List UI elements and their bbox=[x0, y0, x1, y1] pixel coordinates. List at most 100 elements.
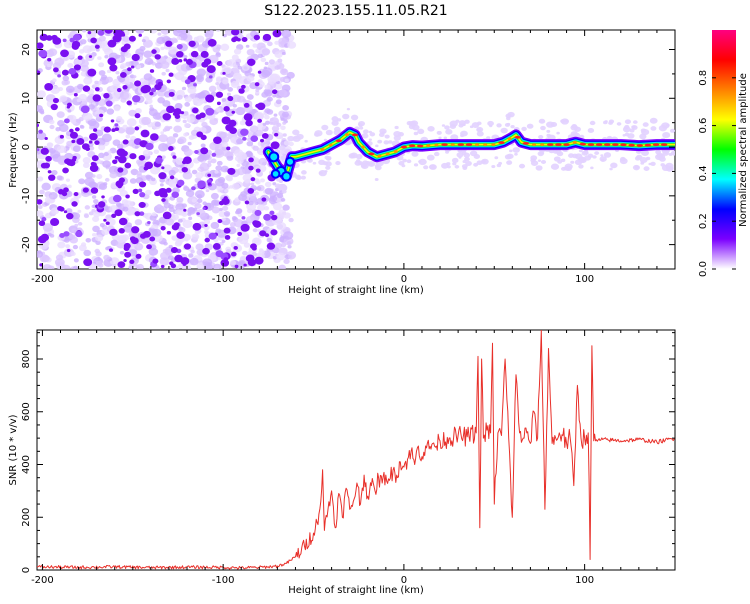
noise-blob bbox=[195, 172, 204, 179]
noise-blob bbox=[182, 219, 193, 229]
noise-blob bbox=[269, 195, 278, 202]
noise-blob bbox=[236, 138, 244, 145]
colorbar-tick-label: 0.8 bbox=[698, 70, 709, 86]
noise-blob-strong bbox=[259, 230, 267, 237]
halo-blob bbox=[624, 124, 630, 129]
noise-blob bbox=[159, 183, 164, 187]
noise-blob bbox=[184, 96, 193, 103]
noise-blob bbox=[226, 155, 234, 161]
noise-blob-strong bbox=[166, 230, 172, 235]
ridge-core bbox=[361, 145, 366, 149]
noise-blob-strong bbox=[257, 70, 262, 74]
noise-blob bbox=[82, 162, 90, 169]
halo-blob bbox=[643, 166, 650, 171]
noise-blob bbox=[136, 64, 142, 69]
halo-blob bbox=[640, 128, 647, 133]
noise-blob bbox=[221, 98, 227, 102]
noise-blob bbox=[196, 68, 207, 77]
noise-blob bbox=[64, 79, 70, 85]
noise-blob-strong bbox=[204, 237, 210, 243]
noise-blob-strong bbox=[199, 112, 206, 119]
halo-blob bbox=[360, 162, 367, 168]
noise-blob bbox=[91, 174, 96, 178]
noise-blob-strong bbox=[243, 113, 253, 121]
noise-blob bbox=[185, 189, 195, 198]
noise-blob bbox=[174, 72, 185, 81]
halo-blob bbox=[556, 131, 560, 135]
noise-blob bbox=[282, 204, 290, 211]
noise-blob bbox=[51, 169, 58, 176]
noise-blob-strong bbox=[37, 235, 47, 244]
noise-blob-strong bbox=[181, 160, 187, 165]
noise-blob-strong bbox=[66, 212, 74, 220]
noise-blob bbox=[252, 145, 259, 151]
noise-blob bbox=[70, 251, 76, 257]
noise-blob bbox=[37, 131, 47, 141]
noise-blob-strong bbox=[45, 155, 52, 162]
noise-blob-strong bbox=[157, 81, 164, 87]
noise-blob bbox=[272, 94, 276, 98]
halo-blob bbox=[443, 136, 448, 140]
halo-blob bbox=[574, 153, 583, 160]
noise-blob bbox=[168, 169, 176, 176]
noise-blob bbox=[93, 199, 99, 204]
noise-blob-strong bbox=[52, 37, 62, 45]
noise-blob bbox=[249, 125, 259, 133]
noise-blob bbox=[200, 143, 206, 148]
noise-blob bbox=[281, 111, 289, 118]
noise-blob-strong bbox=[254, 209, 262, 216]
noise-blob bbox=[288, 217, 294, 223]
ridge-core bbox=[612, 143, 619, 147]
noise-blob bbox=[103, 254, 111, 261]
noise-blob-strong bbox=[165, 40, 173, 47]
noise-blob bbox=[56, 111, 65, 119]
noise-blob-strong bbox=[59, 134, 64, 139]
noise-blob bbox=[181, 203, 187, 208]
noise-blob bbox=[216, 173, 221, 177]
noise-blob-strong bbox=[240, 223, 250, 232]
noise-blob-strong bbox=[202, 206, 206, 210]
noise-blob bbox=[79, 38, 87, 45]
snr-y-axis-label: SNR (10 * v/v) bbox=[8, 414, 19, 485]
noise-blob-strong bbox=[139, 211, 145, 216]
noise-blob-strong bbox=[57, 74, 62, 78]
halo-blob bbox=[627, 133, 635, 139]
noise-blob bbox=[125, 61, 132, 67]
noise-blob bbox=[95, 260, 103, 267]
noise-blob bbox=[82, 112, 93, 121]
noise-blob bbox=[255, 180, 261, 185]
halo-blob bbox=[624, 119, 632, 125]
noise-blob bbox=[190, 150, 195, 154]
noise-blob bbox=[236, 163, 241, 167]
noise-blob-strong bbox=[162, 113, 172, 121]
noise-blob-strong bbox=[110, 119, 115, 123]
noise-blob-strong bbox=[152, 258, 159, 264]
noise-blob bbox=[213, 265, 220, 269]
noise-blob bbox=[144, 157, 149, 161]
colorbar-label: Normalized spectral amplitude bbox=[738, 73, 749, 227]
noise-blob-strong bbox=[253, 220, 262, 228]
noise-blob-strong bbox=[170, 263, 177, 269]
noise-blob bbox=[287, 41, 297, 49]
noise-blob bbox=[42, 223, 53, 232]
ridge-core bbox=[604, 143, 611, 147]
figure-title: S122.2023.155.11.05.R21 bbox=[264, 3, 447, 19]
noise-blob bbox=[262, 122, 267, 126]
noise-blob-strong bbox=[215, 250, 224, 258]
halo-blob bbox=[476, 126, 484, 133]
noise-blob-strong bbox=[162, 211, 172, 220]
noise-blob bbox=[88, 45, 97, 52]
noise-blob bbox=[187, 207, 196, 215]
halo-blob bbox=[452, 162, 457, 166]
halo-blob bbox=[510, 125, 515, 129]
noise-blob bbox=[201, 121, 208, 128]
ridge-start-blob-core bbox=[270, 153, 278, 161]
noise-blob bbox=[187, 86, 197, 95]
noise-blob-strong bbox=[138, 201, 146, 209]
halo-blob bbox=[384, 134, 390, 139]
noise-blob bbox=[251, 252, 257, 257]
noise-blob bbox=[158, 134, 169, 143]
halo-blob bbox=[318, 169, 327, 177]
noise-blob bbox=[135, 108, 142, 114]
noise-blob bbox=[272, 255, 277, 260]
